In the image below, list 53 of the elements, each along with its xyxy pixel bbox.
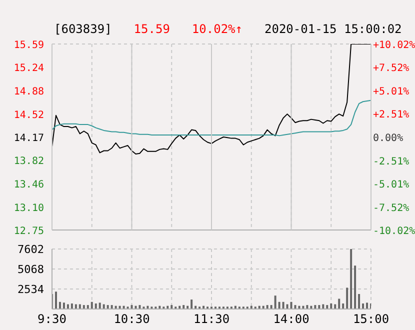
bar bbox=[358, 294, 360, 309]
y-tick-label: 2534 bbox=[18, 282, 44, 296]
y2-tick-label: +7.52% bbox=[373, 63, 410, 74]
text: 2020-01-15 15:00:02 bbox=[264, 22, 402, 36]
y2-tick-label: -2.51% bbox=[373, 156, 410, 168]
y-tick-label: 15.24 bbox=[14, 62, 44, 74]
y-tick-label: 13.82 bbox=[14, 156, 44, 167]
y-tick-label: 13.10 bbox=[14, 203, 44, 214]
bar bbox=[366, 302, 368, 309]
y-tick-label: 5068 bbox=[18, 262, 44, 276]
bar bbox=[94, 303, 97, 309]
x-tick-label: 11:30 bbox=[193, 312, 230, 326]
y2-tick-label: +5.01% bbox=[373, 86, 410, 98]
bar bbox=[190, 300, 193, 309]
bar bbox=[90, 302, 93, 309]
y-tick-label: 7602 bbox=[18, 242, 44, 256]
x-tick-label: 14:00 bbox=[273, 312, 310, 326]
bar bbox=[362, 303, 364, 309]
bar bbox=[346, 288, 348, 309]
bar bbox=[58, 302, 61, 309]
x-tick-label: 15:00 bbox=[352, 312, 390, 326]
bar bbox=[278, 302, 280, 309]
bar bbox=[290, 302, 292, 309]
y2-tick-label: 0.00% bbox=[373, 133, 404, 144]
x-tick-label: 9:30 bbox=[38, 312, 66, 326]
text: 15.59 bbox=[134, 22, 170, 36]
bar bbox=[342, 303, 344, 309]
y-tick-label: 14.52 bbox=[14, 110, 44, 122]
bar bbox=[54, 292, 57, 309]
y2-tick-label: +10.02% bbox=[373, 40, 415, 51]
x-tick-label: 10:30 bbox=[114, 312, 150, 326]
chart-title: [603839] bbox=[54, 22, 112, 36]
y-tick-label: 15.59 bbox=[14, 40, 44, 51]
bar bbox=[354, 266, 356, 309]
y2-tick-label: -5.01% bbox=[373, 180, 410, 190]
line-series bbox=[52, 100, 371, 136]
line-series bbox=[52, 44, 371, 155]
bar bbox=[282, 302, 284, 309]
y2-tick-label: -10.02% bbox=[373, 226, 415, 237]
y-tick-label: 14.88 bbox=[14, 86, 44, 98]
y-tick-label: 12.75 bbox=[14, 226, 44, 237]
bar bbox=[330, 303, 332, 309]
bar bbox=[70, 303, 73, 309]
bar bbox=[274, 296, 276, 309]
bar bbox=[350, 249, 352, 309]
bar bbox=[98, 302, 101, 309]
y2-tick-label: +2.51% bbox=[373, 110, 410, 121]
bar bbox=[62, 302, 65, 309]
text: 10.02%↑ bbox=[192, 22, 242, 36]
y-tick-label: 13.46 bbox=[14, 180, 44, 190]
bar bbox=[338, 298, 340, 309]
y-tick-label: 14.17 bbox=[14, 133, 44, 144]
y2-tick-label: -7.52% bbox=[373, 202, 410, 214]
